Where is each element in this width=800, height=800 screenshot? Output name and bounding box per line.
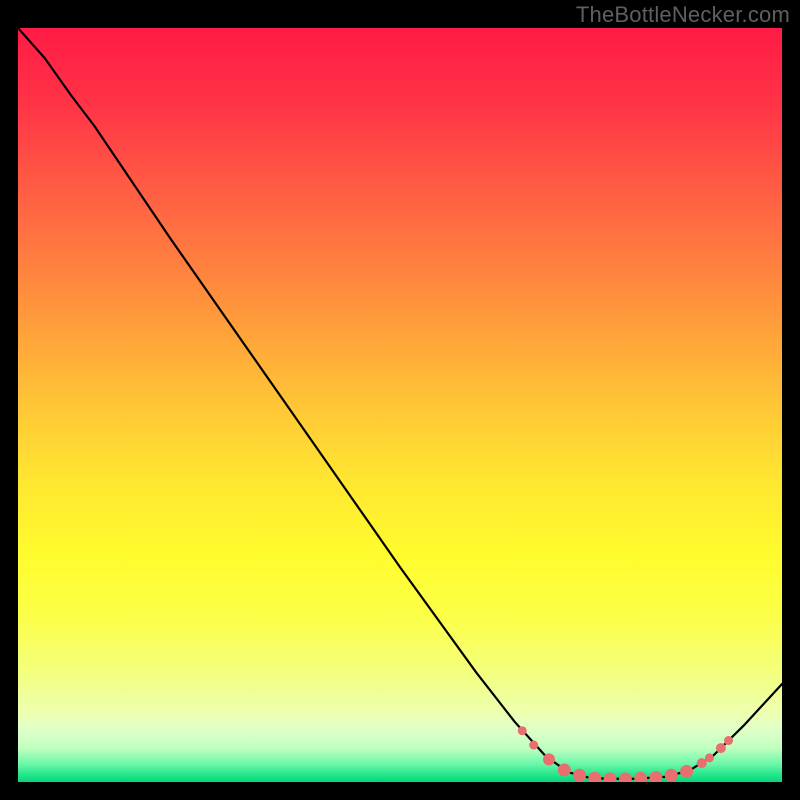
chart-plot-area	[18, 28, 782, 782]
marker-dot	[680, 765, 693, 778]
marker-dot	[724, 736, 733, 745]
marker-dot	[529, 741, 538, 750]
marker-dot	[697, 758, 707, 768]
marker-dot	[705, 753, 714, 762]
marker-dot	[716, 743, 726, 753]
chart-svg	[18, 28, 782, 782]
chart-background	[18, 28, 782, 782]
marker-dot	[573, 769, 586, 782]
marker-dot	[543, 753, 555, 765]
watermark-text: TheBottleNecker.com	[576, 2, 790, 28]
marker-dot	[665, 769, 678, 782]
marker-dot	[518, 726, 527, 735]
marker-dot	[558, 763, 571, 776]
